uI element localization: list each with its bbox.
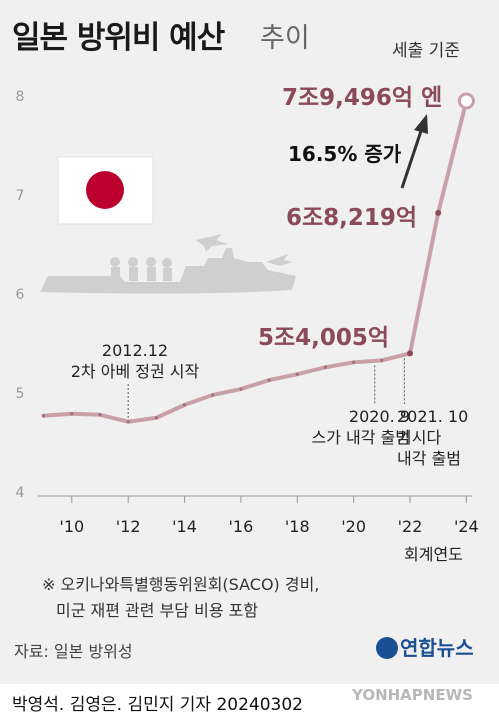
data-point [323, 365, 328, 369]
annotation-kishida-text2: 내각 출범 [397, 449, 461, 468]
source-note: 자료: 일본 방위성 [14, 642, 133, 661]
data-label-2023: 6조8,219억 [286, 205, 418, 231]
y-tick-label: 7 [16, 188, 25, 204]
unit-note: 세출 기준 [392, 41, 460, 61]
x-axis: '10 '12 '14 '16 '18 '20 '22 '24 [38, 495, 479, 536]
footnote-line-1: ※ 오키나와특별행동위원회(SACO) 경비, [42, 575, 320, 594]
data-point [126, 420, 130, 424]
footnote: ※ 오키나와특별행동위원회(SACO) 경비, 미군 재편 관련 부담 비용 포… [42, 572, 319, 624]
annotation-kishida: 2021. 10 기시다 내각 출범 [397, 406, 477, 469]
arrow-up-icon [400, 127, 424, 189]
data-point [267, 378, 271, 382]
military-silhouette-icon [40, 234, 296, 294]
x-tick-label: '14 [172, 517, 197, 536]
x-tick-label: '22 [398, 517, 423, 536]
data-point [98, 413, 102, 417]
x-tick-label: '18 [285, 517, 310, 536]
annotation-suga-text: 스가 내각 출범 [311, 428, 411, 447]
series-path [41, 98, 469, 424]
data-label-2024: 7조9,496억 엔 [282, 85, 443, 111]
page-title: 일본 방위비 예산 [12, 20, 225, 56]
credit-bar [0, 684, 499, 719]
annotation-abe-date: 2012.12 [101, 341, 169, 360]
japan-flag-icon [57, 156, 154, 225]
data-point [380, 358, 384, 362]
x-axis-title: 회계연도 [404, 545, 463, 564]
annotation-suga: 2020. 9 스가 내각 출범 [300, 406, 411, 448]
x-tick-label: '24 [454, 517, 479, 536]
line-chart: 4 5 6 7 8 '10 '12 '14 '16 '18 '20 '22 '24 [16, 89, 479, 536]
data-point [211, 393, 215, 397]
yonhap-logo-text: 연합뉴스 [400, 636, 474, 660]
watermark: YONHAPNEWS [352, 686, 473, 704]
x-tick-label: '10 [59, 517, 84, 536]
data-label-2022: 5조4,005억 [258, 325, 390, 351]
x-tick-label: '20 [341, 517, 366, 536]
x-tick-label: '16 [229, 517, 254, 536]
series-line [41, 92, 475, 424]
data-point [42, 414, 46, 418]
annotation-abe-text: 2차 아베 정권 시작 [70, 362, 200, 381]
infographic-card [0, 0, 499, 684]
annotation-suga-date: 2020. 9 [348, 407, 410, 426]
data-point [239, 387, 243, 391]
annotation-abe: 2012.12 2차 아베 정권 시작 [60, 340, 210, 382]
page-subtitle: 추이 [260, 23, 310, 54]
y-tick-label: 4 [16, 485, 25, 501]
yonhap-logo: 연합뉴스 [376, 632, 474, 661]
data-point [435, 209, 442, 216]
y-axis: 4 5 6 7 8 [16, 89, 25, 501]
data-point [457, 92, 475, 110]
data-point [352, 360, 356, 364]
x-tick-label: '12 [116, 517, 141, 536]
increase-arrow [400, 114, 428, 189]
footnote-line-2: 미군 재편 관련 부담 비용 포함 [56, 601, 259, 620]
data-point [295, 372, 299, 376]
yonhap-logo-icon [376, 637, 398, 659]
byline: 박영석. 김영은. 김민지 기자 20240302 [12, 695, 303, 715]
increase-annotation: 16.5% 증가 [288, 142, 402, 166]
annotation-kishida-date: 2021. 10 [397, 407, 469, 426]
data-point [182, 403, 187, 407]
annotation-kishida-text1: 기시다 [397, 428, 442, 447]
y-tick-label: 6 [16, 287, 25, 303]
decoration [40, 156, 296, 294]
y-tick-label: 8 [16, 89, 25, 105]
data-point [407, 350, 413, 357]
y-tick-label: 5 [16, 386, 25, 402]
data-point [70, 412, 74, 416]
data-point [154, 416, 158, 420]
